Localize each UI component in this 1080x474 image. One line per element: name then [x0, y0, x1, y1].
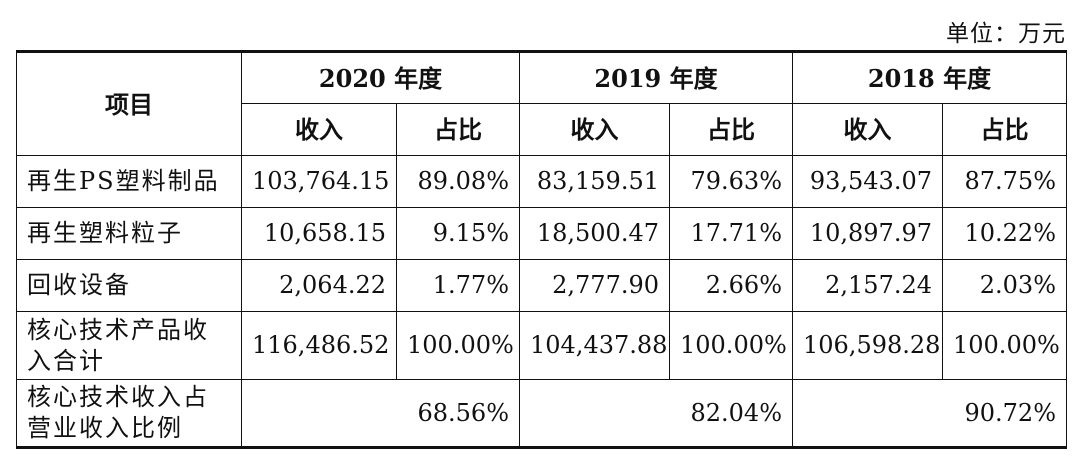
- share-cell: 89.08%: [396, 155, 520, 208]
- table-row: 回收设备 2,064.22 1.77% 2,777.90 2.66% 2,157…: [16, 259, 1067, 312]
- revenue-cell: 10,658.15: [241, 207, 397, 260]
- unit-note: 单位：万元: [946, 21, 1066, 47]
- share-cell: 100.00%: [669, 311, 793, 380]
- share-cell: 87.75%: [942, 155, 1067, 208]
- revenue-cell: 2,064.22: [241, 259, 397, 312]
- share-cell: 1.77%: [396, 259, 520, 312]
- share-cell: 9.15%: [396, 207, 520, 260]
- share-cell: 2.66%: [669, 259, 793, 312]
- revenue-cell: 116,486.52: [241, 311, 397, 380]
- revenue-header: 收入: [792, 103, 943, 156]
- revenue-table: 项目 2020 年度 2019 年度 2018 年度 收入 占比 收入 占比 收…: [16, 50, 1067, 449]
- revenue-cell: 83,159.51: [519, 155, 670, 208]
- ratio-cell-2019: 82.04%: [519, 379, 793, 449]
- share-header: 占比: [669, 103, 793, 156]
- year-header-2020: 2020 年度: [241, 50, 520, 104]
- share-cell: 2.03%: [942, 259, 1067, 312]
- ratio-cell-2020: 68.56%: [241, 379, 520, 449]
- total-row: 核心技术产品收入合计 116,486.52 100.00% 104,437.88…: [16, 311, 1067, 380]
- revenue-cell: 103,764.15: [241, 155, 397, 208]
- revenue-cell: 106,598.28: [792, 311, 943, 380]
- revenue-cell: 104,437.88: [519, 311, 670, 380]
- share-cell: 100.00%: [396, 311, 520, 380]
- item-header: 项目: [16, 50, 242, 156]
- revenue-cell: 18,500.47: [519, 207, 670, 260]
- row-label: 核心技术产品收入合计: [16, 311, 242, 380]
- revenue-cell: 10,897.97: [792, 207, 943, 260]
- header-row-years: 项目 2020 年度 2019 年度 2018 年度: [16, 50, 1067, 156]
- share-cell: 17.71%: [669, 207, 793, 260]
- year-header-2018: 2018 年度: [792, 50, 1067, 104]
- revenue-header: 收入: [241, 103, 397, 156]
- share-cell: 100.00%: [942, 311, 1067, 380]
- share-header: 占比: [396, 103, 520, 156]
- row-label: 再生塑料粒子: [16, 207, 242, 260]
- ratio-row: 核心技术收入占营业收入比例 68.56% 82.04% 90.72%: [16, 379, 1067, 449]
- revenue-cell: 93,543.07: [792, 155, 943, 208]
- table-row: 再生塑料粒子 10,658.15 9.15% 18,500.47 17.71% …: [16, 207, 1067, 260]
- ratio-cell-2018: 90.72%: [792, 379, 1067, 449]
- share-cell: 79.63%: [669, 155, 793, 208]
- share-header: 占比: [942, 103, 1067, 156]
- revenue-cell: 2,157.24: [792, 259, 943, 312]
- table-row: 再生PS塑料制品 103,764.15 89.08% 83,159.51 79.…: [16, 155, 1067, 208]
- row-label: 再生PS塑料制品: [16, 155, 242, 208]
- revenue-header: 收入: [519, 103, 670, 156]
- row-label: 回收设备: [16, 259, 242, 312]
- row-label: 核心技术收入占营业收入比例: [16, 379, 242, 449]
- revenue-cell: 2,777.90: [519, 259, 670, 312]
- share-cell: 10.22%: [942, 207, 1067, 260]
- year-header-2019: 2019 年度: [519, 50, 793, 104]
